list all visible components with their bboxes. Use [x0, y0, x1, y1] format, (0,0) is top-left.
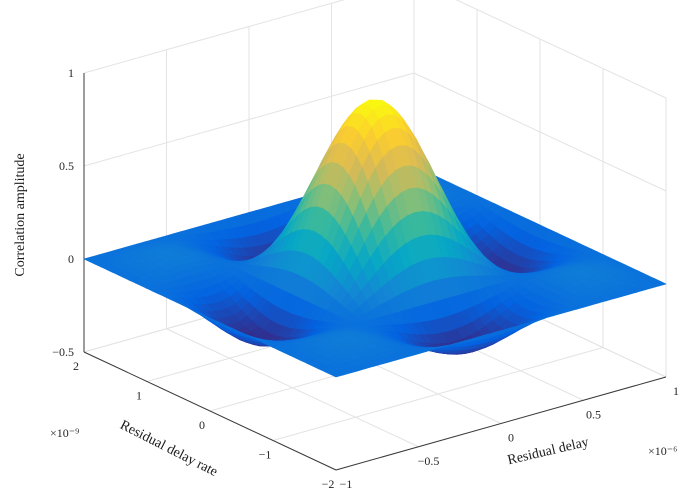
x-tick-label: −0.5 — [418, 454, 440, 468]
surface-cell — [329, 371, 345, 378]
x-tick-label: 0 — [508, 431, 514, 445]
x-tick-label: 1 — [673, 384, 679, 398]
x-tick-label: 0.5 — [586, 407, 601, 421]
axes — [83, 73, 667, 471]
z-tick-label: 0 — [68, 252, 74, 266]
z-axis-label: Correlation amplitude — [13, 153, 28, 276]
y-exponent-label: ×10⁻⁹ — [50, 426, 79, 440]
z-tick-label: 1 — [68, 66, 74, 80]
x-axis-label: Residual delay — [506, 435, 590, 468]
y-tick-label: 1 — [136, 389, 142, 403]
grid-line — [413, 72, 667, 192]
y-axis-line — [83, 351, 337, 471]
grid-line — [455, 0, 667, 99]
y-tick-label: −1 — [259, 448, 272, 462]
x-tick-label: −1 — [340, 477, 353, 491]
y-tick-label: 2 — [73, 359, 79, 373]
grid-line — [83, 72, 415, 167]
y-tick-label: 0 — [199, 418, 205, 432]
z-tick-labels: −0.5 0 0.5 1 — [52, 66, 74, 359]
x-axis-line — [335, 376, 667, 471]
y-tick-labels: −2 −1 0 1 2 — [73, 359, 334, 491]
x-tick-labels: −1 −0.5 0 0.5 1 — [340, 384, 679, 491]
grid-line — [83, 0, 345, 74]
x-exponent-label: ×10⁻⁶ — [648, 444, 677, 458]
surface-mesh — [83, 99, 667, 378]
grid-line — [272, 347, 604, 441]
z-tick-label: 0.5 — [59, 159, 74, 173]
z-tick-label: −0.5 — [52, 345, 74, 359]
y-tick-label: −2 — [322, 477, 335, 491]
